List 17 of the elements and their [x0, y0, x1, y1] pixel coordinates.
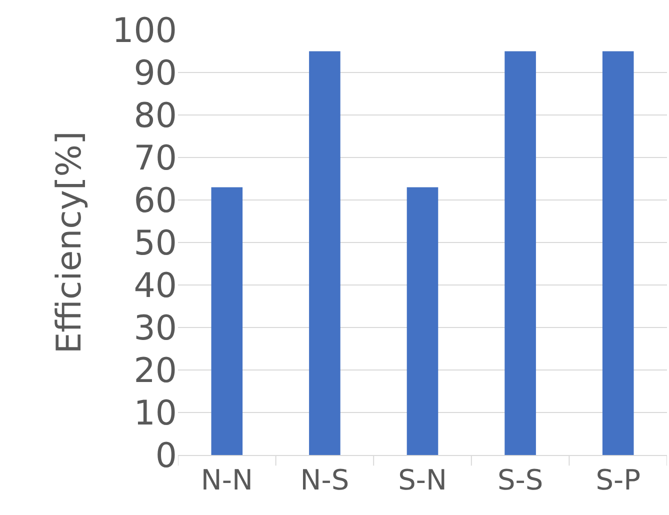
y-tick-label: 30	[134, 308, 177, 348]
y-tick-label: 70	[134, 138, 177, 178]
y-tick-label: 40	[134, 266, 177, 306]
x-tick-label: S-P	[596, 464, 640, 497]
y-tick-label: 100	[112, 10, 177, 51]
y-tick-label: 80	[134, 96, 177, 136]
x-tick-label: N-N	[200, 464, 253, 497]
x-tick-label: N-S	[300, 464, 350, 497]
y-tick-label: 20	[134, 350, 177, 391]
y-axis-title: Efficiency[%]	[50, 131, 90, 354]
y-tick-label: 10	[134, 393, 177, 434]
y-tick-label: 60	[134, 180, 177, 221]
y-tick-label: 50	[134, 223, 177, 264]
y-tick-label: 90	[134, 53, 177, 94]
x-tick-label: S-N	[398, 464, 447, 497]
y-tick-label: 0	[155, 436, 177, 476]
x-tick-label: S-S	[497, 464, 544, 497]
